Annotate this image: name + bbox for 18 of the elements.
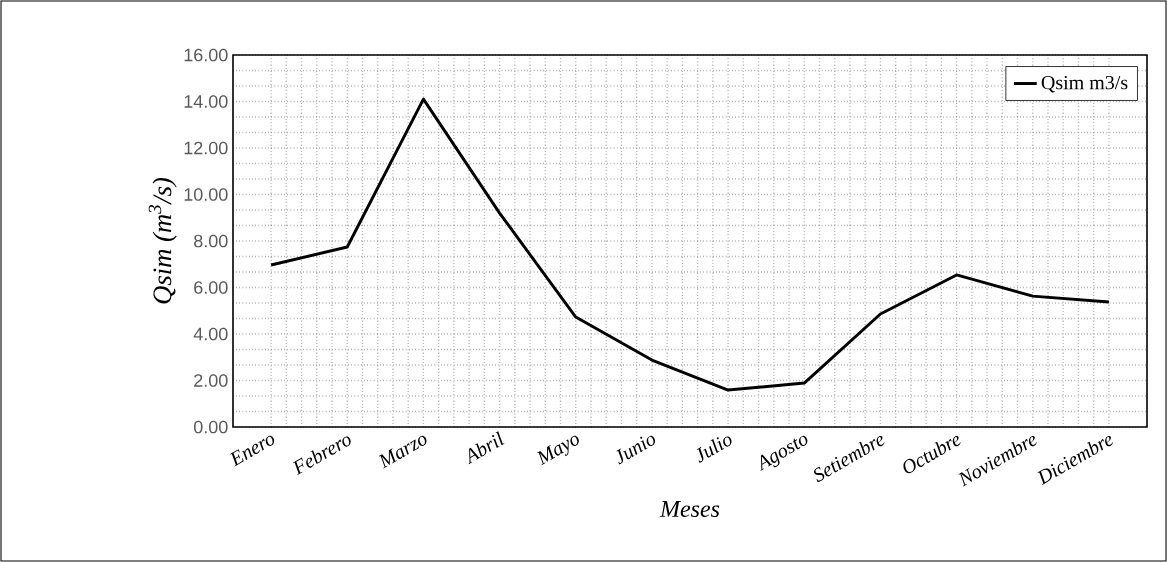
y-tick-label: 0.00	[193, 420, 228, 434]
x-axis-title: Meses	[659, 501, 720, 517]
legend-label: Qsim m3/s	[1041, 75, 1128, 93]
y-tick-label: 16.00	[184, 48, 228, 62]
x-tick-label: Abril	[468, 431, 505, 465]
y-tick-label: 10.00	[184, 188, 228, 201]
y-tick-label: 12.00	[184, 141, 228, 155]
x-tick-label: Enero	[230, 435, 275, 467]
y-tick-label: 2.00	[194, 374, 228, 387]
x-tick-label: Junio	[616, 435, 656, 465]
y-tick-label: 6.00	[194, 281, 228, 294]
y-tick-label: 14.00	[184, 95, 228, 108]
x-tick-label: Julio	[696, 436, 732, 463]
text: Qsim (m$^{3}$/s)	[148, 177, 177, 304]
x-tick-label: Mayo	[537, 435, 579, 466]
line-series	[269, 97, 1111, 392]
y-tick-label: 4.00	[193, 327, 228, 341]
y-tick-label: 8.00	[194, 234, 228, 248]
